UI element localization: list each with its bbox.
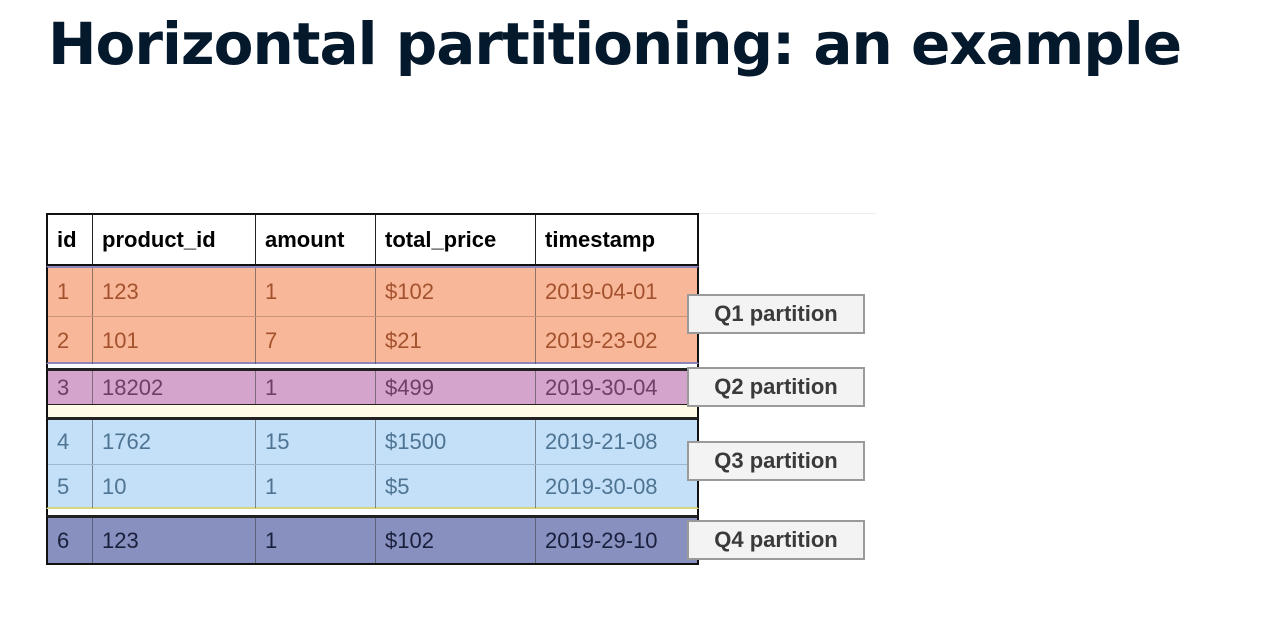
cell-id: 2 <box>48 317 93 364</box>
cell-total-price: $1500 <box>376 420 536 464</box>
cell-timestamp: 2019-21-08 <box>545 429 658 454</box>
table-row: 6 123 1 $102 2019-29-10 <box>48 518 697 563</box>
cell-product-id: 123 <box>93 268 256 316</box>
cell-total-price: $102 <box>376 518 536 563</box>
table-row: 2 101 7 $21 2019-23-02 <box>48 316 697 364</box>
cell-product-id: 123 <box>93 518 256 563</box>
table-header-row: id product_id amount total_price timesta… <box>46 213 699 266</box>
partition-gap <box>46 509 699 515</box>
table-row: 1 123 1 $102 2019-04-01 <box>48 268 697 316</box>
cell-id: 5 <box>48 465 93 508</box>
cell-amount: 1 <box>256 465 376 508</box>
cell-amount: 1 <box>256 371 376 404</box>
cell-amount: 1 <box>256 268 376 316</box>
q2-partition-label: Q2 partition <box>687 367 865 407</box>
cell-total-price: $499 <box>376 371 536 404</box>
cell-total-price: $5 <box>376 465 536 508</box>
cell-timestamp: 2019-30-08 <box>545 473 658 499</box>
header-total-price: total_price <box>376 215 536 264</box>
q3-partition-group: 4 1762 15 $1500 2019-21-08 5 10 1 $5 201… <box>46 417 699 509</box>
cell-total-price: $102 <box>376 268 536 316</box>
header-timestamp: timestamp <box>545 226 656 252</box>
q1-partition-group: 1 123 1 $102 2019-04-01 2 101 7 $21 2019… <box>46 266 699 364</box>
partition-gap <box>46 364 699 368</box>
header-product-id: product_id <box>93 215 256 264</box>
cell-product-id: 101 <box>93 317 256 364</box>
q3-partition-label: Q3 partition <box>687 441 865 481</box>
cell-product-id: 18202 <box>93 371 256 404</box>
cell-id: 6 <box>48 518 93 563</box>
partition-table-figure: id product_id amount total_price timesta… <box>46 213 876 565</box>
cell-product-id: 1762 <box>93 420 256 464</box>
cell-id: 4 <box>48 420 93 464</box>
cell-amount: 1 <box>256 518 376 563</box>
cell-timestamp: 2019-29-10 <box>545 527 658 553</box>
table-row: 4 1762 15 $1500 2019-21-08 <box>48 420 697 464</box>
partition-gap <box>46 405 699 417</box>
header-amount: amount <box>256 215 376 264</box>
table-row: 3 18202 1 $499 2019-30-04 <box>48 371 697 404</box>
q4-partition-label: Q4 partition <box>687 520 865 560</box>
cell-total-price: $21 <box>376 317 536 364</box>
q1-partition-label: Q1 partition <box>687 294 865 334</box>
table-row: 5 10 1 $5 2019-30-08 <box>48 464 697 508</box>
cell-id: 1 <box>48 268 93 316</box>
cell-product-id: 10 <box>93 465 256 508</box>
cell-amount: 7 <box>256 317 376 364</box>
slide-title: Horizontal partitioning: an example <box>48 10 1182 78</box>
cell-amount: 15 <box>256 420 376 464</box>
q2-partition-group: 3 18202 1 $499 2019-30-04 <box>46 368 699 405</box>
cell-timestamp: 2019-30-04 <box>545 374 658 400</box>
q4-partition-group: 6 123 1 $102 2019-29-10 <box>46 515 699 565</box>
header-id: id <box>48 215 93 264</box>
cell-timestamp: 2019-23-02 <box>545 327 658 353</box>
divider <box>696 213 876 214</box>
cell-id: 3 <box>48 371 93 404</box>
cell-timestamp: 2019-04-01 <box>545 279 658 304</box>
